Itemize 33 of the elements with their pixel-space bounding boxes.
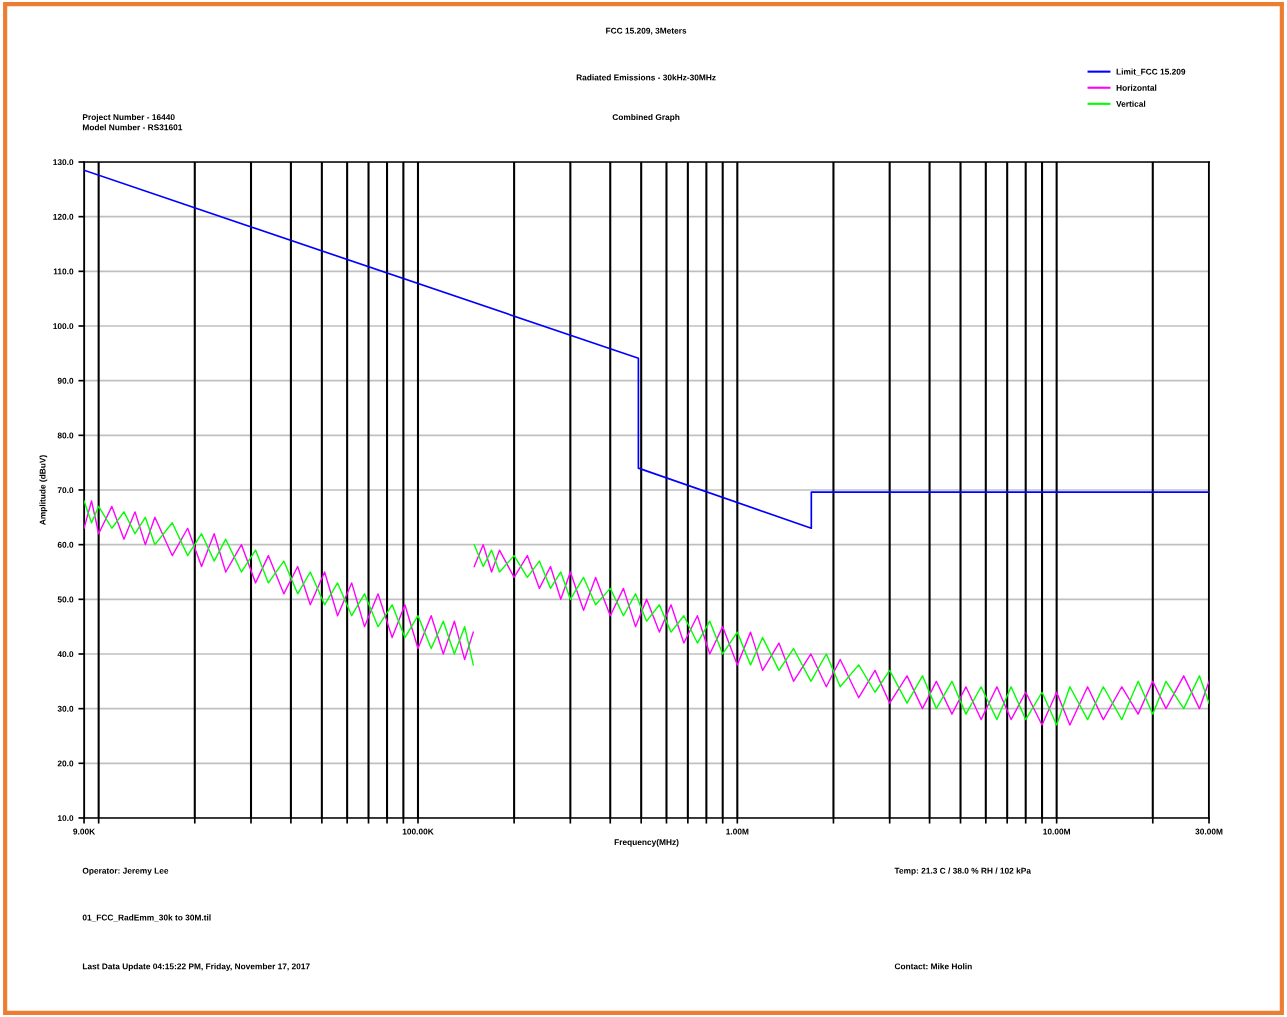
text: Model Number - RS31601 xyxy=(82,124,183,131)
y-tick-label: 70.0 xyxy=(57,487,74,494)
y-tick-label: 40.0 xyxy=(57,651,74,658)
text: 01_FCC_RadEmm_30k to 30M.til xyxy=(82,914,211,922)
x-tick-label: 30.00M xyxy=(1195,828,1223,835)
x-tick-label: 100.00K xyxy=(402,828,434,835)
y-tick-label: 30.0 xyxy=(57,705,74,712)
chart-subtitle: Radiated Emissions - 30kHz-30MHz xyxy=(576,74,716,81)
legend-label: Limit_FCC 15.209 xyxy=(1116,68,1186,76)
text: Temp: 21.3 C / 38.0 % RH / 102 kPa xyxy=(894,867,1031,876)
x-axis-title: Frequency(MHz) xyxy=(614,838,679,847)
text: Combined Graph xyxy=(612,113,680,122)
y-tick-label: 50.0 xyxy=(57,596,74,603)
chart-title: FCC 15.209, 3Meters xyxy=(606,27,687,35)
y-tick-label: 120.0 xyxy=(53,213,74,220)
y-tick-label: 110.0 xyxy=(53,268,74,275)
text: Contact: Mike Holin xyxy=(894,963,972,970)
legend-label: Horizontal xyxy=(1116,84,1157,91)
x-tick-label: 9.00K xyxy=(73,828,96,835)
legend-label: Vertical xyxy=(1116,100,1146,107)
y-tick-label: 90.0 xyxy=(57,377,74,384)
x-tick-label: 10.00M xyxy=(1043,828,1070,835)
y-tick-label: 60.0 xyxy=(57,541,74,548)
y-tick-label: 20.0 xyxy=(57,760,74,767)
text: Last Data Update 04:15:22 PM, Friday, November 17, 2017 xyxy=(82,963,310,971)
y-tick-label: 130.0 xyxy=(53,159,74,166)
text: Project Number - 16440 xyxy=(82,113,175,122)
x-tick-label: 1.00M xyxy=(726,828,749,835)
y-axis-title: Amplitude (dBuV) xyxy=(39,455,48,525)
y-tick-label: 10.0 xyxy=(57,815,74,822)
y-tick-label: 80.0 xyxy=(57,432,74,439)
text: Operator: Jeremy Lee xyxy=(82,867,169,876)
y-tick-label: 100.0 xyxy=(53,323,74,330)
